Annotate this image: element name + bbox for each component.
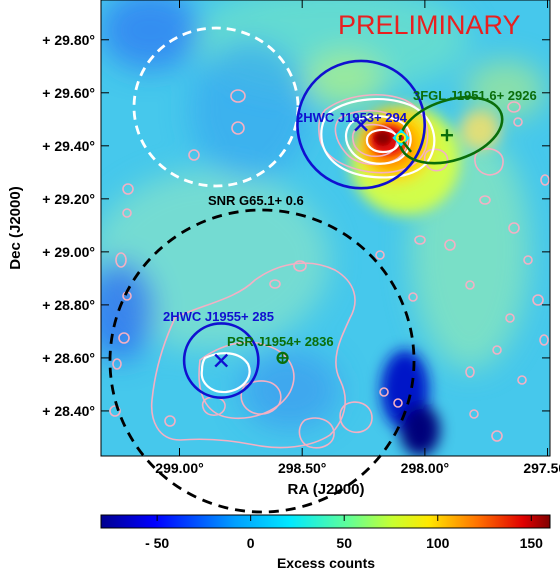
colorbar-tick-label: - 50 bbox=[145, 535, 169, 551]
hawc-circle bbox=[296, 59, 427, 190]
psr-label: PSR J1954+ 2836 bbox=[227, 334, 334, 349]
peak-pointer bbox=[402, 141, 412, 153]
colorbar-tick-label: 0 bbox=[247, 535, 255, 551]
y-tick-label: + 29.40° bbox=[42, 138, 95, 154]
y-tick-label: + 29.60° bbox=[42, 85, 95, 101]
x-tick-label: 299.00° bbox=[155, 460, 203, 476]
colorbar-tick-label: 100 bbox=[426, 535, 450, 551]
x-axis-title: RA (J2000) bbox=[288, 481, 365, 498]
radio-contours bbox=[109, 89, 550, 449]
snr-circle bbox=[108, 208, 416, 514]
x-tick-label: 297.50° bbox=[523, 460, 560, 476]
snr-label: SNR G65.1+ 0.6 bbox=[208, 193, 304, 208]
x-axis: 299.00° 298.50° 298.00° 297.50° bbox=[155, 0, 560, 476]
fermi-error-ellipse bbox=[398, 96, 504, 165]
x-tick-label: 298.50° bbox=[278, 460, 326, 476]
hawc-cross-marker bbox=[354, 117, 368, 132]
hawc-circle bbox=[182, 322, 260, 399]
y-axis-title: Dec (J2000) bbox=[7, 186, 24, 269]
plot-frame bbox=[100, 0, 551, 457]
colorbar: - 50 0 50 100 150 Excess counts bbox=[100, 514, 551, 571]
source-markers: 2HWC J1953+ 294 2HWC J1955+ 285 3FGL J1951… bbox=[108, 26, 537, 514]
y-tick-label: + 29.20° bbox=[42, 191, 95, 207]
hawc-label: 2HWC J1953+ 294 bbox=[296, 110, 408, 125]
hawc-cross-marker bbox=[214, 353, 229, 368]
y-tick-label: + 29.00° bbox=[42, 244, 95, 260]
excess-heatmap bbox=[101, 0, 550, 456]
fermi-label: 3FGL J1951.6+ 2926 bbox=[413, 88, 537, 103]
white-dashed-region bbox=[132, 26, 300, 188]
y-tick-label: + 28.40° bbox=[42, 403, 95, 419]
x-tick-label: 298.00° bbox=[401, 460, 449, 476]
y-axis: + 29.80° + 29.60° + 29.40° + 29.20° + 29.00°… bbox=[42, 32, 550, 419]
y-tick-label: + 28.80° bbox=[42, 297, 95, 313]
hawc-label: 2HWC J1955+ 285 bbox=[163, 309, 274, 324]
peak-marker bbox=[392, 129, 410, 147]
fermi-plus-marker bbox=[440, 129, 453, 142]
colorbar-title: Excess counts bbox=[277, 555, 375, 571]
y-tick-label: + 29.80° bbox=[42, 32, 95, 48]
y-tick-label: + 28.60° bbox=[42, 350, 95, 366]
significance-contours bbox=[200, 98, 436, 394]
preliminary-watermark: PRELIMINARY bbox=[338, 10, 521, 40]
colorbar-tick-label: 50 bbox=[336, 535, 352, 551]
psr-marker bbox=[276, 351, 289, 365]
colorbar-tick-label: 150 bbox=[520, 535, 544, 551]
colorbar-gradient bbox=[100, 514, 551, 529]
colorbar-ticks: - 50 0 50 100 150 bbox=[145, 515, 543, 551]
